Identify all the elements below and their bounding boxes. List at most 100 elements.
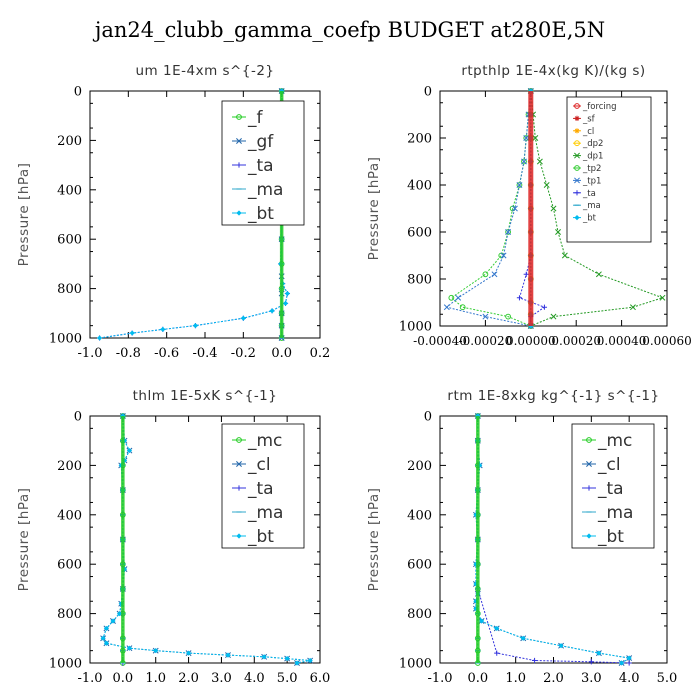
data-point bbox=[520, 635, 526, 641]
legend-marker bbox=[574, 215, 580, 221]
series-tp2 bbox=[448, 88, 534, 329]
y-tick-label: 400 bbox=[407, 179, 432, 194]
legend-marker bbox=[574, 103, 580, 109]
legend-label: _ta bbox=[247, 156, 274, 176]
legend-marker bbox=[574, 152, 580, 159]
legend-label: _dp1 bbox=[582, 152, 603, 162]
legend-marker bbox=[236, 461, 242, 467]
data-point bbox=[100, 635, 106, 641]
legend-label: _cl bbox=[247, 455, 271, 475]
data-point bbox=[477, 462, 483, 468]
legend-label: _f bbox=[247, 108, 264, 128]
legend-marker bbox=[586, 461, 592, 467]
data-point bbox=[516, 295, 523, 301]
data-point bbox=[96, 335, 103, 341]
legend-label: _cl bbox=[582, 127, 594, 137]
x-tick-label: 4.0 bbox=[244, 671, 265, 686]
y-tick-label: 0 bbox=[424, 410, 432, 425]
plot-frame bbox=[89, 415, 321, 664]
data-point bbox=[659, 294, 666, 301]
data-point bbox=[596, 650, 602, 656]
y-tick-label: 1000 bbox=[399, 657, 432, 672]
x-tick-label: 6.0 bbox=[310, 671, 331, 686]
data-point bbox=[595, 271, 602, 278]
y-tick-label: 400 bbox=[57, 183, 82, 198]
x-tick-label: 0.0 bbox=[113, 671, 134, 686]
data-point bbox=[284, 655, 290, 662]
chart-panel-3: thlm 1E-5xK s^{-1} Pressure [hPa] 0 200 400 6… bbox=[16, 388, 330, 686]
legend-marker bbox=[574, 165, 580, 171]
data-point bbox=[629, 304, 636, 311]
x-tick-label: 0.0 bbox=[271, 346, 292, 361]
legend-marker bbox=[586, 437, 592, 443]
x-tick-label: 0.0 bbox=[467, 671, 488, 686]
data-point bbox=[307, 657, 313, 664]
series-line bbox=[450, 90, 532, 327]
legend-label: _tp2 bbox=[582, 164, 601, 174]
data-point bbox=[505, 229, 512, 235]
legend-label: _ta bbox=[582, 189, 596, 199]
y-tick-label: 0 bbox=[74, 410, 82, 425]
legend-marker bbox=[236, 114, 242, 120]
data-point bbox=[192, 323, 199, 329]
y-tick-label: 0 bbox=[74, 85, 82, 100]
x-tick-label: 3.0 bbox=[581, 671, 602, 686]
x-tick-label: 3.0 bbox=[211, 671, 232, 686]
y-tick-label: 600 bbox=[57, 558, 82, 573]
legend-label: _ta bbox=[247, 479, 274, 499]
data-point bbox=[626, 655, 632, 661]
data-point bbox=[103, 640, 110, 646]
y-tick-label: 200 bbox=[407, 132, 432, 147]
data-point bbox=[516, 182, 523, 188]
data-point bbox=[459, 304, 466, 311]
data-point bbox=[225, 652, 231, 658]
data-point bbox=[269, 308, 275, 314]
data-point bbox=[536, 158, 543, 165]
legend: _f _gf _ta _ma _bt bbox=[221, 100, 305, 226]
y-axis-label: Pressure [hPa] bbox=[16, 163, 32, 267]
data-point bbox=[443, 304, 450, 311]
x-tick-label: -0.00040 bbox=[413, 334, 467, 348]
panel-title: um 1E-4xm s^{-2} bbox=[136, 63, 275, 79]
x-tick-label: -0.00020 bbox=[459, 334, 513, 348]
y-tick-label: 800 bbox=[57, 607, 82, 622]
y-tick-label: 200 bbox=[407, 459, 432, 474]
series-line bbox=[477, 416, 630, 664]
data-point bbox=[126, 645, 133, 651]
plot-frame bbox=[439, 90, 668, 327]
legend-marker bbox=[586, 485, 592, 491]
legend-marker bbox=[574, 140, 580, 147]
legend-label: _ma bbox=[247, 180, 283, 200]
x-tick-label: -0.8 bbox=[116, 346, 141, 361]
legend: _forcing _sf _cl _dp2 _dp1 _tp2 _tp1 _ta _ma _bt bbox=[566, 96, 652, 243]
x-tick-label: -0.4 bbox=[192, 346, 217, 361]
x-tick-label: 0.00020 bbox=[551, 334, 601, 348]
x-tick-label: 0.00040 bbox=[597, 334, 647, 348]
legend: _mc _cl _ta _ma _bt bbox=[221, 423, 305, 549]
x-tick-label: 5.0 bbox=[277, 671, 298, 686]
data-point bbox=[240, 315, 246, 321]
legend-label: _mc bbox=[247, 431, 282, 451]
y-tick-label: 200 bbox=[57, 134, 82, 149]
y-tick-label: 800 bbox=[407, 273, 432, 288]
data-point bbox=[500, 252, 507, 259]
legend-marker bbox=[586, 533, 592, 539]
chart-panel-4: rtm 1E-8xkg kg^{-1} s^{-1} Pressure [hPa]… bbox=[366, 388, 677, 686]
legend: _mc _cl _ta _ma _bt bbox=[571, 423, 655, 549]
legend-label: _bt bbox=[247, 527, 274, 547]
data-point bbox=[516, 182, 523, 188]
legend-marker bbox=[574, 115, 580, 121]
x-tick-label: 1.0 bbox=[145, 671, 166, 686]
data-point bbox=[531, 657, 538, 664]
legend-label: _bt bbox=[597, 527, 624, 547]
data-point bbox=[491, 271, 498, 278]
y-tick-label: 1000 bbox=[49, 332, 82, 347]
data-point bbox=[160, 326, 166, 332]
y-tick-label: 800 bbox=[57, 282, 82, 297]
legend-marker bbox=[236, 485, 242, 491]
data-point bbox=[555, 229, 561, 235]
legend-label: _gf bbox=[247, 132, 274, 152]
series-line bbox=[445, 90, 532, 327]
legend-marker bbox=[236, 437, 242, 443]
